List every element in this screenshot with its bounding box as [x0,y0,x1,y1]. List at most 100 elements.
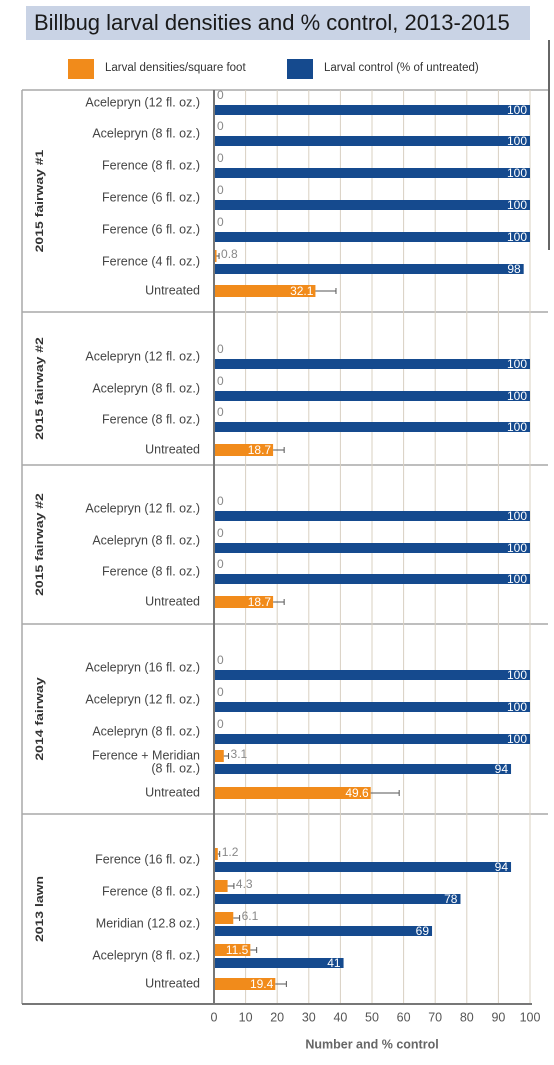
density-value-label: 0 [217,119,224,133]
control-value-label: 100 [507,134,527,148]
treatment-label: Acelepryn (8 fl. oz.) [92,724,200,738]
density-value-label: 18.7 [248,443,272,457]
treatment-label: Untreated [145,785,200,799]
treatment-label: Untreated [145,594,200,608]
density-bar [214,285,316,297]
control-value-label: 41 [327,956,341,970]
control-bar [214,894,461,904]
control-value-label: 94 [495,860,509,874]
control-value-label: 100 [507,357,527,371]
density-value-label: 4.3 [236,877,253,891]
density-value-label: 0 [217,151,224,165]
control-bar [214,862,512,872]
density-value-label: 0 [217,653,224,667]
density-value-label: 0 [217,405,224,419]
treatment-label: Acelepryn (12 fl. oz.) [85,501,200,515]
density-value-label: 0 [217,685,224,699]
control-bar [214,926,433,936]
density-bar [214,787,371,799]
x-tick-label: 50 [365,1010,379,1024]
control-bar [214,105,530,115]
density-value-label: 32.1 [290,284,314,298]
treatment-label: Ference (6 fl. oz.) [102,222,200,236]
treatment-label-line2: (8 fl. oz.) [151,761,200,775]
control-value-label: 100 [507,198,527,212]
density-bar [214,444,274,456]
control-bar [214,734,530,744]
control-bar [214,200,530,210]
control-value-label: 100 [507,389,527,403]
control-bar [214,670,530,680]
control-bar [214,702,530,712]
control-value-label: 100 [507,103,527,117]
treatment-label: Untreated [145,283,200,297]
density-bar [214,750,224,762]
density-value-label: 0 [217,557,224,571]
control-value-label: 100 [507,700,527,714]
density-value-label: 0 [217,183,224,197]
density-value-label: 0 [217,88,224,102]
x-tick-label: 60 [397,1010,411,1024]
treatment-label: Acelepryn (12 fl. oz.) [85,692,200,706]
legend-swatch-density [68,59,94,79]
x-tick-label: 30 [302,1010,316,1024]
x-tick-label: 90 [491,1010,505,1024]
treatment-label: Acelepryn (8 fl. oz.) [92,126,200,140]
group-label: 2015 fairway #2 [33,493,45,596]
density-bar [214,596,274,608]
density-bar [214,250,217,262]
treatment-label: Acelepryn (8 fl. oz.) [92,948,200,962]
x-tick-label: 0 [211,1010,218,1024]
density-value-label: 0.8 [221,247,238,261]
treatment-label: Ference (8 fl. oz.) [102,412,200,426]
x-tick-label: 10 [239,1010,253,1024]
control-bar [214,543,530,553]
treatment-label: Acelepryn (12 fl. oz.) [85,349,200,363]
x-axis-title: Number and % control [305,1037,438,1051]
chart-title-bar: Billbug larval densities and % control, … [26,6,530,40]
control-bar [214,764,512,774]
control-value-label: 100 [507,230,527,244]
control-bar [214,958,344,968]
density-value-label: 18.7 [248,595,272,609]
control-value-label: 100 [507,541,527,555]
treatment-label: Untreated [145,976,200,990]
legend-swatch-control [287,59,313,79]
x-tick-label: 70 [428,1010,442,1024]
treatment-label: Ference (8 fl. oz.) [102,158,200,172]
control-bar [214,136,530,146]
density-value-label: 0 [217,374,224,388]
control-value-label: 100 [507,420,527,434]
treatment-label: Acelepryn (8 fl. oz.) [92,381,200,395]
control-bar [214,232,530,242]
treatment-label: Meridian (12.8 oz.) [96,916,200,930]
density-value-label: 49.6 [345,786,369,800]
legend-label-density: Larval densities/square foot [105,62,246,74]
x-tick-label: 80 [460,1010,474,1024]
control-bar [214,422,530,432]
treatment-label: Ference (4 fl. oz.) [102,254,200,268]
density-value-label: 19.4 [250,977,274,991]
control-value-label: 78 [444,892,458,906]
control-value-label: 94 [495,762,509,776]
legend: Larval densities/square foot Larval cont… [0,54,554,84]
density-value-label: 0 [217,717,224,731]
control-bar [214,359,530,369]
control-bar [214,574,530,584]
control-value-label: 100 [507,572,527,586]
x-tick-label: 100 [520,1010,541,1024]
control-value-label: 100 [507,668,527,682]
group-label: 2015 fairway #1 [33,150,45,253]
group-label: 2014 fairway [33,677,45,760]
control-value-label: 98 [507,262,521,276]
treatment-label: Ference (8 fl. oz.) [102,564,200,578]
x-tick-label: 40 [333,1010,347,1024]
density-value-label: 0 [217,494,224,508]
legend-label-control: Larval control (% of untreated) [324,62,479,74]
density-value-label: 0 [217,215,224,229]
control-value-label: 100 [507,166,527,180]
density-bar [214,848,218,860]
group-label: 2015 fairway #2 [33,337,45,440]
control-value-label: 100 [507,509,527,523]
